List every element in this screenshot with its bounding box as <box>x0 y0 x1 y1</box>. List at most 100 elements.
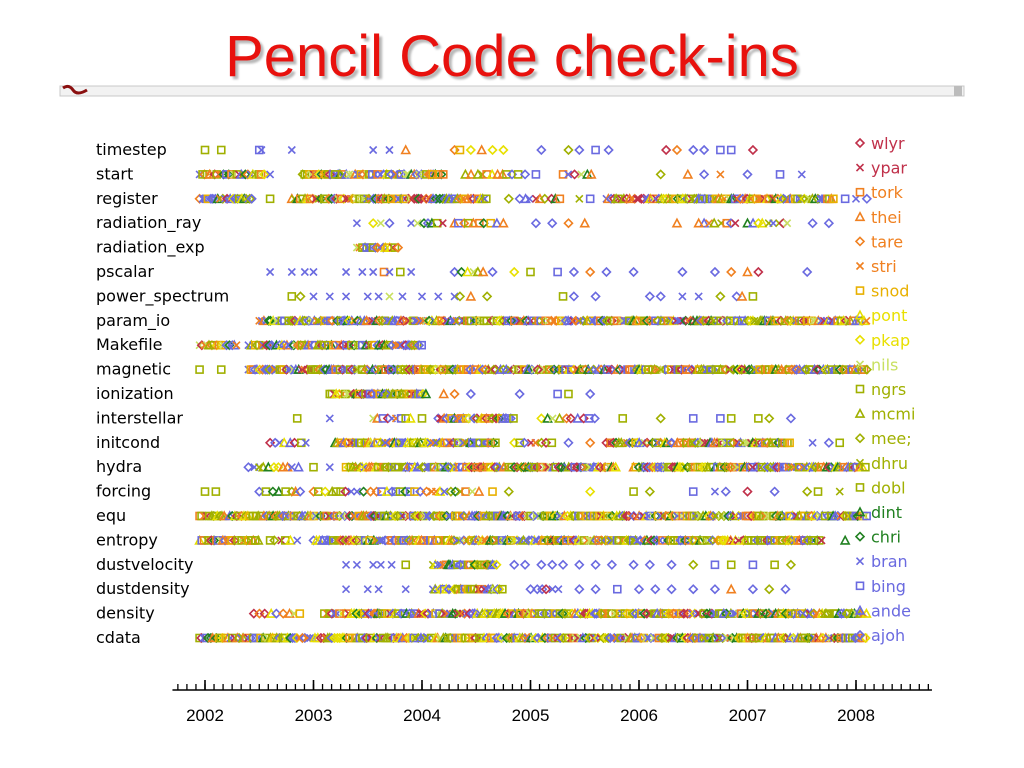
checkin-mark <box>516 609 525 618</box>
checkin-mark <box>553 267 562 277</box>
legend-marker-ngrs <box>855 384 865 394</box>
checkin-mark <box>200 145 210 155</box>
checkin-mark <box>388 243 397 252</box>
checkin-mark <box>216 633 226 643</box>
legend-label: bing <box>871 577 906 596</box>
checkin-mark <box>240 169 251 180</box>
checkin-mark <box>278 437 290 448</box>
checkin-mark <box>248 608 259 619</box>
checkin-mark <box>478 511 487 521</box>
checkin-mark <box>287 632 298 644</box>
checkin-marks <box>194 144 872 644</box>
checkin-mark <box>555 194 565 204</box>
checkin-mark <box>557 608 568 619</box>
checkin-mark <box>537 584 548 595</box>
checkin-mark <box>686 463 695 472</box>
checkin-mark <box>680 511 689 521</box>
checkin-mark <box>259 608 270 619</box>
file-label-forcing: forcing <box>96 482 151 501</box>
checkin-mark <box>417 414 427 423</box>
checkin-mark <box>734 609 743 618</box>
checkin-mark <box>418 218 430 229</box>
checkin-mark <box>590 584 601 595</box>
checkin-mark <box>819 316 828 325</box>
checkin-mark <box>585 194 595 204</box>
checkin-mark <box>554 585 563 594</box>
checkin-mark <box>778 536 787 545</box>
checkin-mark <box>403 632 415 644</box>
checkin-mark <box>802 486 813 497</box>
checkin-row-dustdensity <box>341 583 791 595</box>
checkin-mark <box>540 365 549 374</box>
checkin-mark <box>309 462 318 472</box>
checkin-mark <box>509 266 520 278</box>
checkin-mark <box>405 316 414 325</box>
legend-marker-ande <box>854 604 866 615</box>
checkin-mark <box>442 316 451 325</box>
checkin-mark <box>417 292 427 301</box>
checkin-mark <box>299 632 310 644</box>
checkin-mark <box>404 511 413 521</box>
checkin-mark <box>553 389 562 399</box>
checkin-mark <box>688 559 699 570</box>
checkin-mark <box>451 560 460 569</box>
file-label-register: register <box>96 189 158 208</box>
checkin-mark <box>802 316 812 326</box>
checkin-mark <box>671 194 680 204</box>
checkin-mark <box>726 145 736 155</box>
checkin-mark <box>760 536 770 545</box>
checkin-mark <box>554 412 565 423</box>
checkin-mark <box>748 560 758 570</box>
checkin-mark <box>773 536 783 545</box>
checkin-mark <box>364 243 373 252</box>
checkin-row-cdata <box>195 632 871 644</box>
legend-label: mcmi <box>871 405 915 424</box>
checkin-mark <box>454 414 463 423</box>
checkin-mark <box>396 414 406 423</box>
checkin-mark <box>569 169 580 180</box>
file-label-entropy: entropy <box>96 530 158 549</box>
checkin-mark <box>547 438 557 448</box>
checkin-mark <box>273 485 285 496</box>
checkin-mark <box>477 266 489 277</box>
checkin-mark <box>633 584 645 595</box>
checkin-mark <box>254 608 265 619</box>
checkin-mark <box>847 633 857 643</box>
checkin-mark <box>689 511 699 521</box>
checkin-mark <box>487 266 498 278</box>
checkin-mark <box>753 266 764 278</box>
checkin-mark <box>603 144 614 156</box>
checkin-mark <box>438 365 448 374</box>
checkin-mark <box>309 292 318 301</box>
checkin-mark <box>369 267 378 277</box>
checkin-mark <box>434 485 446 496</box>
legend-marker-snod <box>855 286 865 295</box>
checkin-mark <box>769 486 780 497</box>
checkin-mark <box>428 170 438 179</box>
checkin-mark <box>698 169 710 180</box>
checkin-mark <box>585 168 597 179</box>
checkin-mark <box>581 511 591 521</box>
checkin-mark <box>606 438 615 448</box>
legend-marker-nils <box>855 360 865 369</box>
checkin-mark <box>526 511 535 521</box>
checkin-mark <box>266 267 275 277</box>
checkin-mark <box>809 536 819 545</box>
checkin-mark <box>488 487 497 496</box>
checkin-mark <box>802 535 813 546</box>
checkin-mark <box>450 292 459 301</box>
checkin-mark <box>462 266 473 277</box>
legend-marker-bing <box>855 581 865 591</box>
checkin-mark <box>427 511 436 521</box>
checkin-mark <box>336 194 346 204</box>
checkin-mark <box>376 219 385 228</box>
checkin-mark <box>706 365 715 374</box>
checkin-mark <box>748 292 758 301</box>
checkin-mark <box>216 365 226 374</box>
checkin-mark <box>365 510 377 522</box>
legend-label: dobl <box>871 478 906 497</box>
checkin-mark <box>492 584 503 595</box>
checkin-mark <box>472 266 484 277</box>
checkin-mark <box>363 389 372 399</box>
